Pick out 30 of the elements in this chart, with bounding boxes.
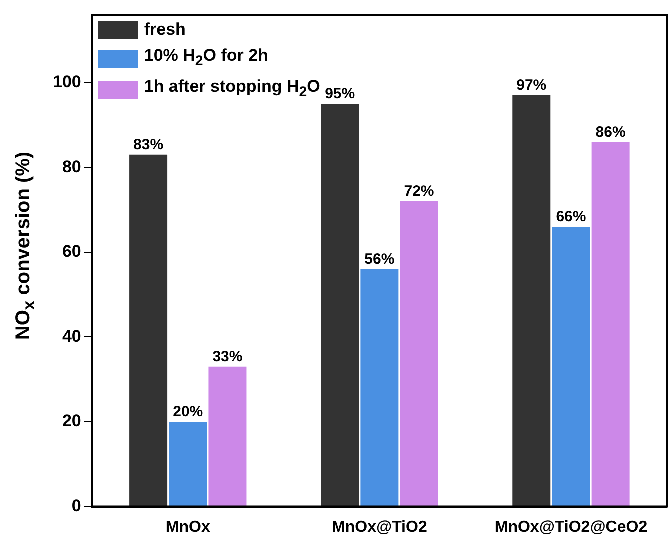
bar bbox=[321, 104, 360, 506]
bar bbox=[552, 226, 590, 506]
data-label: 95% bbox=[325, 86, 356, 103]
data-label: 56% bbox=[364, 251, 395, 268]
y-tick-label: 60 bbox=[62, 242, 82, 262]
data-label: 72% bbox=[404, 183, 434, 200]
data-label: 86% bbox=[596, 124, 626, 141]
data-label: 66% bbox=[556, 208, 586, 226]
legend-label: 1h after stopping H$_{2}$O bbox=[144, 76, 320, 103]
x-tick-label: MnOx@TiO2 bbox=[332, 518, 428, 536]
data-label: 33% bbox=[212, 348, 243, 366]
bar bbox=[208, 366, 247, 506]
legend-label: 10% H$_{2}$O for 2h bbox=[144, 45, 268, 72]
y-tick-label: 80 bbox=[62, 157, 82, 176]
y-tick-label: 0 bbox=[72, 496, 82, 516]
x-tick-label: MnOx@TiO2@CeO2 bbox=[494, 518, 648, 536]
bar bbox=[512, 96, 551, 506]
data-label: 83% bbox=[134, 136, 164, 154]
y-tick-label: 100 bbox=[52, 72, 82, 92]
data-label: 97% bbox=[516, 77, 547, 94]
legend-label: fresh bbox=[144, 19, 186, 41]
x-tick-label: MnOx bbox=[166, 518, 210, 536]
bar bbox=[169, 422, 208, 506]
y-tick-label: 20 bbox=[62, 412, 82, 431]
bar bbox=[592, 142, 630, 506]
y-tick-label: 40 bbox=[62, 326, 82, 346]
bar bbox=[360, 269, 399, 506]
bar bbox=[130, 154, 168, 506]
bar bbox=[400, 202, 438, 506]
data-label: 20% bbox=[173, 404, 204, 421]
